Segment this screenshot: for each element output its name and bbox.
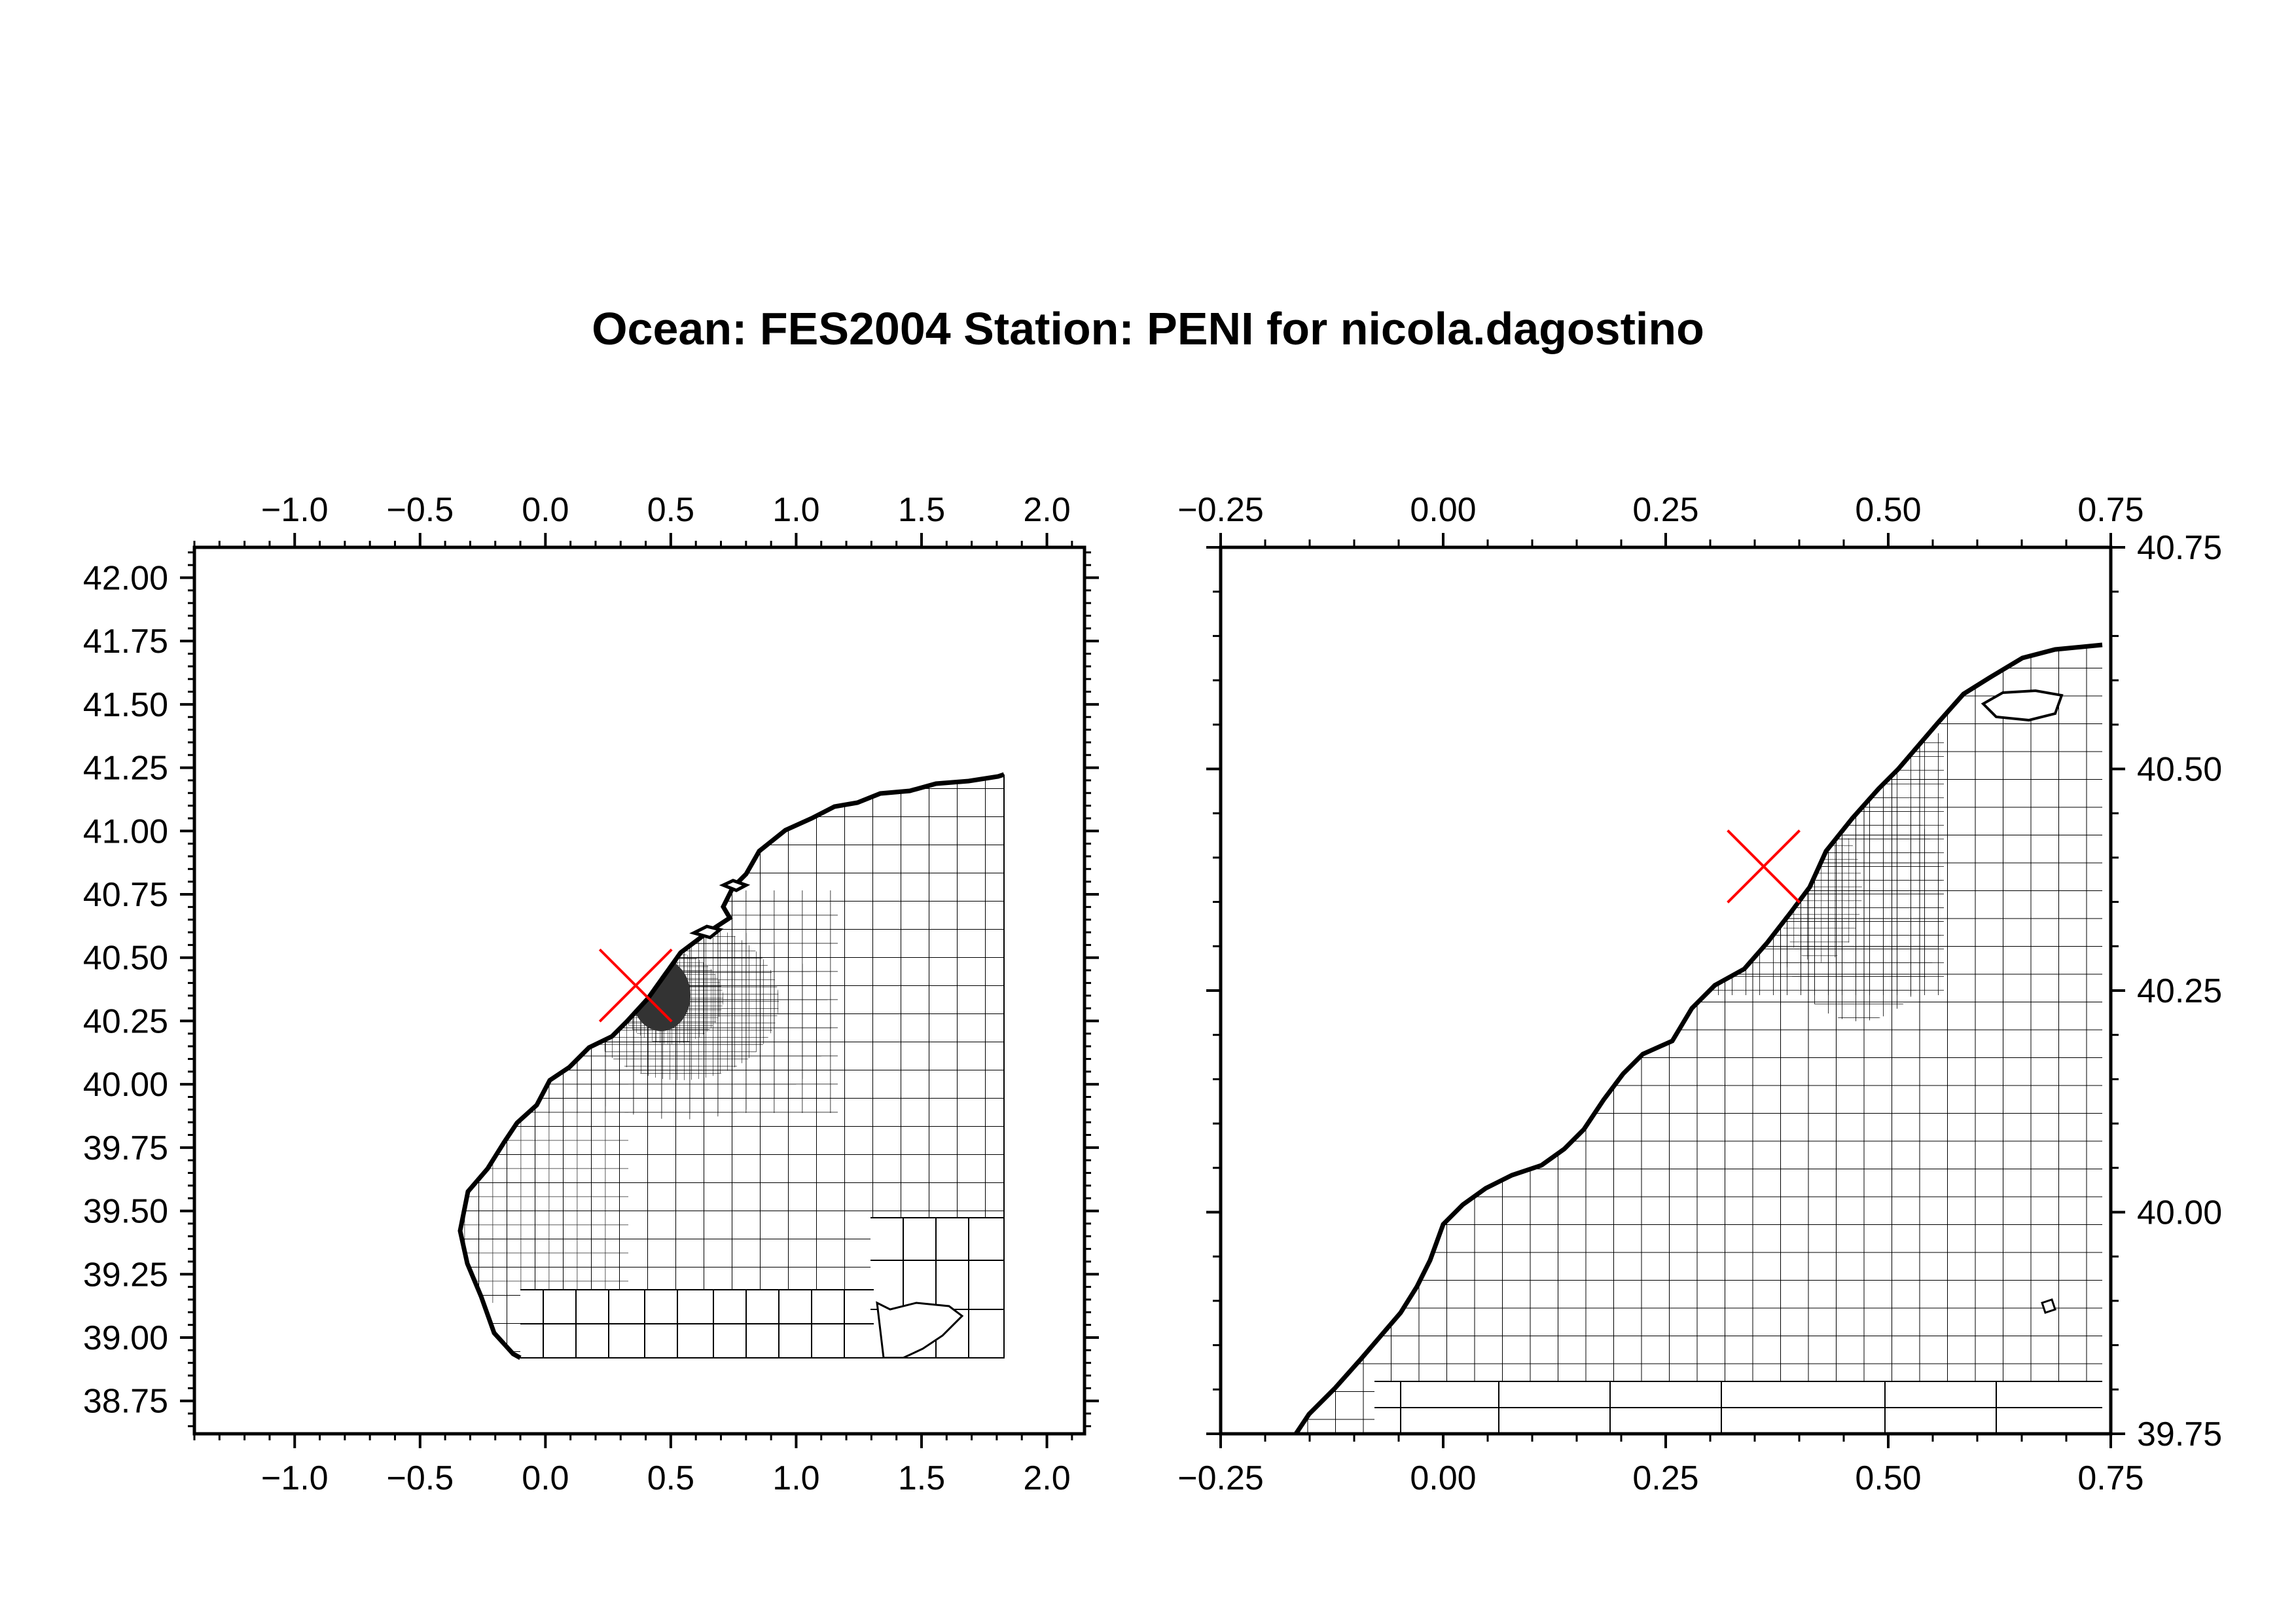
zoom-y-tick-label: 40.75 xyxy=(2137,529,2222,567)
page-title: Ocean: FES2004 Station: PENI for nicola.… xyxy=(592,303,1704,354)
zoom-x-tick-label-top: 0.50 xyxy=(1855,491,1921,529)
overview-y-tick-label: 39.75 xyxy=(83,1129,168,1167)
zoom-mesh xyxy=(1296,645,2102,1434)
station-marker-stroke xyxy=(598,948,673,1023)
overview-x-tick-label-top: 2.0 xyxy=(1023,491,1070,529)
overview-y-tick-label: 40.50 xyxy=(83,939,168,977)
zoom-x-tick-label-bottom: 0.00 xyxy=(1410,1459,1476,1497)
zoom-x-tick-label-top: 0.00 xyxy=(1410,491,1476,529)
overview-axes: −1.0 −1.0 −0.5 −0.5 0.0 0.0 0.5 0.5 1.0 1.0 1.5 1.5… xyxy=(83,491,1099,1497)
overview-x-tick-label-bottom: 0.0 xyxy=(522,1459,569,1497)
overview-x-tick-label-bottom: 1.0 xyxy=(772,1459,819,1497)
station-marker-overview xyxy=(598,948,673,1023)
zoom-y-tick-label: 40.00 xyxy=(2137,1194,2222,1232)
overview-y-tick-label: 39.25 xyxy=(83,1256,168,1294)
overview-y-tick-label: 39.50 xyxy=(83,1193,168,1231)
overview-y-tick-label: 40.00 xyxy=(83,1066,168,1104)
zoom-map-panel: −0.25 −0.25 0.00 0.00 0.25 0.25 0.50 0.50 0.75 0.… xyxy=(1177,491,2222,1497)
overview-y-tick-label: 41.00 xyxy=(83,812,168,850)
overview-frame xyxy=(192,545,1086,1436)
overview-x-tick-label-bottom: 2.0 xyxy=(1023,1459,1070,1497)
overview-y-tick-label: 40.25 xyxy=(83,1002,168,1040)
overview-x-tick-label-top: −1.0 xyxy=(261,491,329,529)
overview-y-tick-label: 41.75 xyxy=(83,623,168,661)
station-marker-stroke xyxy=(1727,830,1801,903)
zoom-x-tick-label-bottom: 0.50 xyxy=(1855,1459,1921,1497)
overview-x-tick-label-top: −0.5 xyxy=(386,491,454,529)
overview-y-tick-label: 38.75 xyxy=(83,1383,168,1421)
overview-x-tick-label-bottom: −1.0 xyxy=(261,1459,329,1497)
zoom-x-tick-label-bottom: −0.25 xyxy=(1177,1459,1264,1497)
zoom-x-tick-label-bottom: 0.75 xyxy=(2077,1459,2144,1497)
overview-x-tick-label-top: 1.5 xyxy=(898,491,945,529)
overview-y-tick-label: 41.50 xyxy=(83,686,168,724)
zoom-x-tick-label-bottom: 0.25 xyxy=(1632,1459,1698,1497)
zoom-y-tick-label: 40.50 xyxy=(2137,751,2222,789)
overview-y-tick-label: 41.25 xyxy=(83,750,168,788)
overview-map-panel: −1.0 −1.0 −0.5 −0.5 0.0 0.0 0.5 0.5 1.0 1.0 1.5 1.5… xyxy=(83,491,1099,1497)
overview-x-tick-label-bottom: 1.5 xyxy=(898,1459,945,1497)
zoom-x-tick-label-top: 0.75 xyxy=(2077,491,2144,529)
station-marker-zoom xyxy=(1727,830,1801,903)
zoom-x-tick-label-top: 0.25 xyxy=(1632,491,1698,529)
coastline-zoom xyxy=(1294,642,2103,1434)
overview-y-tick-label: 40.75 xyxy=(83,876,168,914)
zoom-y-tick-label: 40.25 xyxy=(2137,972,2222,1010)
overview-y-tick-label: 39.00 xyxy=(83,1319,168,1357)
coastline xyxy=(457,772,1005,1360)
overview-y-tick-label: 42.00 xyxy=(83,559,168,597)
zoom-axes: −0.25 −0.25 0.00 0.00 0.25 0.25 0.50 0.50 0.75 0.… xyxy=(1177,491,2222,1497)
overview-x-tick-label-top: 0.0 xyxy=(522,491,569,529)
zoom-x-tick-label-top: −0.25 xyxy=(1177,491,1264,529)
overview-x-tick-label-top: 0.5 xyxy=(647,491,694,529)
zoom-y-tick-label: 39.75 xyxy=(2137,1415,2222,1453)
overview-mesh xyxy=(460,775,1004,1358)
overview-x-tick-label-top: 1.0 xyxy=(772,491,819,529)
overview-x-tick-label-bottom: 0.5 xyxy=(647,1459,694,1497)
overview-x-tick-label-bottom: −0.5 xyxy=(386,1459,454,1497)
